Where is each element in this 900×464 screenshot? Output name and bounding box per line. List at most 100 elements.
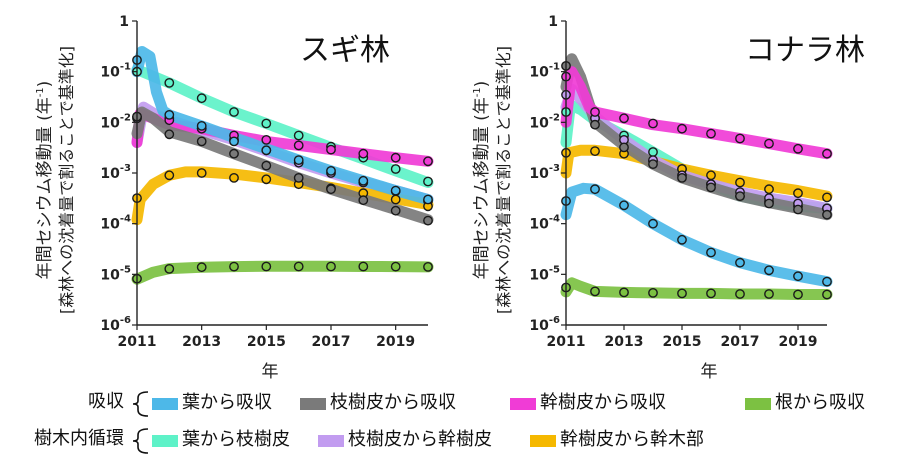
- x-tick-label: 2013: [182, 334, 221, 350]
- data-point-leaf_uptake-8: [390, 185, 401, 196]
- x-tick-label: 2019: [779, 334, 818, 350]
- data-point-leaf_uptake-1: [590, 184, 600, 195]
- data-point-trunk_bark_uptake-4: [261, 134, 272, 145]
- x-tick-label: 2013: [605, 334, 644, 350]
- y-axis-sublabel-left: [森林への沈着量で割ることで基準化]: [57, 46, 76, 314]
- data-point-branch_bark_uptake-1: [164, 129, 175, 140]
- data-point-trunk_bark_to_wood-3: [229, 172, 239, 183]
- data-point-branch_bark_uptake-7: [764, 198, 774, 209]
- data-point-leaf_uptake-4: [677, 234, 687, 245]
- y-tick-label: 1: [119, 14, 129, 30]
- data-point-root_uptake-6: [326, 261, 336, 272]
- data-point-branch_bark_uptake-9: [423, 215, 433, 226]
- data-point-trunk_bark_uptake-7: [764, 138, 774, 149]
- series-line-leaf_to_branch_bark: [131, 64, 434, 188]
- y-tick-label: 10-5: [529, 264, 560, 283]
- panel-title-right: コナラ林: [745, 33, 865, 68]
- data-point-leaf_uptake-2: [619, 200, 629, 211]
- data-point-root_uptake-6: [735, 289, 745, 299]
- data-point-trunk_bark_to_wood-8: [793, 188, 803, 199]
- data-point-trunk_bark_uptake-5: [706, 128, 716, 139]
- legend-label-trunk-bark-uptake: 幹樹皮から吸収: [540, 392, 666, 413]
- series-line-trunk_bark_to_wood: [131, 166, 434, 226]
- series-line-leaf_uptake: [131, 46, 434, 205]
- x-tick-label: 2019: [376, 334, 415, 350]
- data-point-branch_bark_uptake-2: [196, 136, 207, 147]
- data-point-root_uptake-3: [229, 261, 239, 272]
- data-point-trunk_bark_uptake-7: [358, 148, 369, 159]
- y-tick-label: 10-6: [529, 315, 560, 334]
- y-tick-label: 10-4: [100, 214, 131, 233]
- data-point-branch_bark_uptake-9: [822, 209, 832, 220]
- data-point-branch_bark_uptake-5: [706, 182, 716, 193]
- data-point-leaf_to_branch_bark-8: [390, 164, 401, 174]
- data-point-leaf_to_branch_bark-3: [648, 147, 658, 157]
- x-tick-label: 2017: [721, 334, 760, 350]
- data-point-branch_bark_uptake-6: [735, 191, 745, 202]
- data-point-branch_bark_uptake-3: [648, 159, 658, 170]
- data-point-trunk_bark_uptake-8: [793, 143, 803, 154]
- legend-group-cycle: 樹木内循環: [34, 428, 124, 449]
- legend-swatch-trunk-bark-to-wood: [530, 435, 556, 447]
- data-point-leaf_uptake-2: [196, 121, 207, 131]
- data-point-trunk_bark_to_wood-2: [196, 168, 207, 178]
- legend-label-branch-bark-uptake: 枝樹皮から吸収: [330, 392, 456, 413]
- data-point-leaf_uptake-7: [358, 175, 369, 186]
- legend-swatch-branch-bark-uptake: [300, 398, 326, 410]
- legend-brace-cycle: [132, 428, 149, 454]
- data-point-branch_bark_uptake-3: [229, 148, 239, 159]
- legend-swatch-root-uptake: [745, 398, 771, 410]
- data-point-trunk_bark_uptake-9: [822, 148, 832, 159]
- data-point-trunk_bark_uptake-8: [390, 152, 401, 163]
- data-point-trunk_bark_to_wood-4: [261, 174, 272, 185]
- data-point-branch_bark_uptake-8: [390, 205, 401, 216]
- y-tick-label: 10-2: [100, 112, 131, 131]
- data-point-leaf_to_branch_bark-9: [423, 176, 433, 187]
- series-line-branch_bark_uptake: [131, 106, 434, 226]
- data-point-trunk_bark_uptake-6: [735, 133, 745, 144]
- data-point-root_uptake-4: [261, 261, 272, 272]
- legend-label-leaf-uptake: 葉から吸収: [182, 392, 272, 413]
- data-point-leaf_to_branch_bark-1: [164, 78, 175, 88]
- y-tick-label: 1: [548, 14, 558, 30]
- data-point-root_uptake-1: [590, 286, 600, 297]
- data-point-leaf_uptake-3: [229, 136, 239, 147]
- data-point-root_uptake-8: [793, 289, 803, 300]
- y-axis-label-right: 年間セシウム移動量 (年-1): [472, 81, 492, 280]
- legend-label-leaf-to-branch-bark: 葉から枝樹皮: [182, 429, 290, 450]
- x-axis-label-right: 年: [701, 362, 718, 382]
- x-tick-label: 2011: [547, 334, 586, 350]
- data-point-trunk_bark_uptake-1: [590, 107, 600, 117]
- y-tick-label: 10-1: [100, 62, 131, 81]
- y-axis-label-left: 年間セシウム移動量 (年-1): [35, 81, 55, 280]
- data-point-root_uptake-2: [196, 262, 207, 273]
- data-point-branch_bark_uptake-5: [293, 172, 304, 183]
- legend-swatch-leaf-to-branch-bark: [152, 435, 178, 447]
- x-tick-label: 2011: [118, 334, 157, 350]
- data-point-leaf_uptake-5: [706, 247, 716, 258]
- data-point-leaf_uptake-9: [822, 276, 832, 287]
- data-point-leaf_uptake-4: [261, 145, 272, 156]
- data-point-leaf_uptake-9: [423, 194, 433, 205]
- data-point-trunk_bark_to_wood-7: [764, 184, 774, 195]
- x-tick-label: 2015: [663, 334, 702, 350]
- legend-swatch-trunk-bark-uptake: [510, 398, 536, 410]
- y-tick-label: 10-1: [529, 62, 560, 81]
- legend-group-uptake: 吸収: [88, 391, 124, 412]
- data-point-branch_bark_uptake-7: [358, 195, 369, 206]
- data-point-trunk_bark_to_wood-9: [822, 192, 832, 203]
- y-tick-label: 10-6: [100, 315, 131, 334]
- data-point-trunk_bark_to_wood-5: [706, 170, 716, 181]
- legend: 吸収 葉から吸収 枝樹皮から吸収 幹樹皮から吸収 根から吸収 樹木内循環 葉から…: [34, 391, 865, 454]
- data-point-leaf_uptake-8: [793, 271, 803, 282]
- data-point-root_uptake-1: [164, 263, 175, 274]
- data-point-trunk_bark_uptake-2: [619, 113, 629, 124]
- y-tick-label: 10-5: [100, 264, 131, 283]
- data-point-root_uptake-7: [358, 261, 369, 272]
- data-point-leaf_uptake-5: [293, 155, 304, 166]
- y-tick-label: 10-4: [529, 214, 560, 233]
- data-point-leaf_to_branch_bark-2: [196, 93, 207, 104]
- data-point-root_uptake-2: [619, 287, 629, 298]
- data-point-trunk_bark_uptake-4: [677, 123, 687, 134]
